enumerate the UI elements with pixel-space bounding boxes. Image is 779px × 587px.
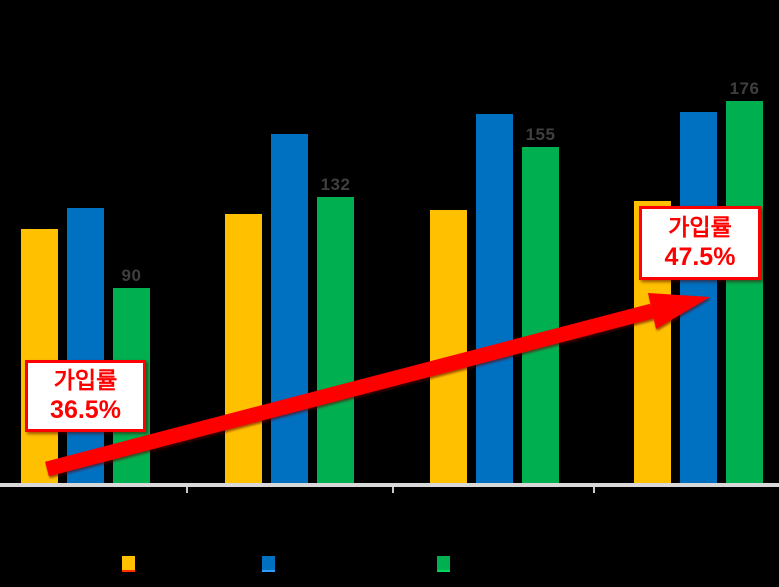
data-label-series-green-group3: 155: [525, 125, 556, 144]
legend-swatch-blue: [262, 556, 275, 570]
bar-series-blue-group1: [67, 208, 104, 483]
callout-left-title: 가입률: [53, 367, 118, 393]
x-axis-tick-2: [392, 487, 394, 493]
legend: [0, 552, 779, 578]
callout-right-title: 가입률: [668, 214, 732, 240]
callout-enrollment-rate-end: 가입률 47.5%: [639, 206, 761, 280]
bar-series-green-group4: [726, 101, 763, 483]
bar-series-yellow-group1: [21, 229, 58, 483]
bar-series-yellow-group3: [430, 210, 467, 483]
legend-swatch-yellow: [122, 556, 135, 570]
x-axis-tick-3: [593, 487, 595, 493]
data-label-series-green-group1: 90: [121, 266, 142, 285]
callout-enrollment-rate-start: 가입률 36.5%: [25, 360, 146, 432]
bar-series-green-group2: [317, 197, 354, 483]
bar-series-blue-group4: [680, 112, 717, 483]
legend-item-yellow: [122, 552, 135, 572]
legend-underline-blue: [262, 570, 275, 572]
legend-swatch-green: [437, 556, 450, 570]
legend-item-blue: [262, 552, 275, 572]
x-axis-tick-1: [186, 487, 188, 493]
callout-right-value: 47.5%: [664, 242, 736, 271]
legend-underline-green: [437, 570, 450, 572]
legend-underline-yellow: [122, 570, 135, 572]
data-label-series-green-group2: 132: [320, 175, 351, 194]
bar-series-yellow-group2: [225, 214, 262, 483]
callout-left-value: 36.5%: [50, 395, 121, 424]
data-label-series-green-group4: 176: [729, 79, 760, 98]
bar-series-blue-group2: [271, 134, 308, 483]
bar-series-green-group3: [522, 147, 559, 483]
legend-item-green: [437, 552, 450, 572]
bar-series-blue-group3: [476, 114, 513, 483]
x-axis-line: [0, 483, 779, 487]
